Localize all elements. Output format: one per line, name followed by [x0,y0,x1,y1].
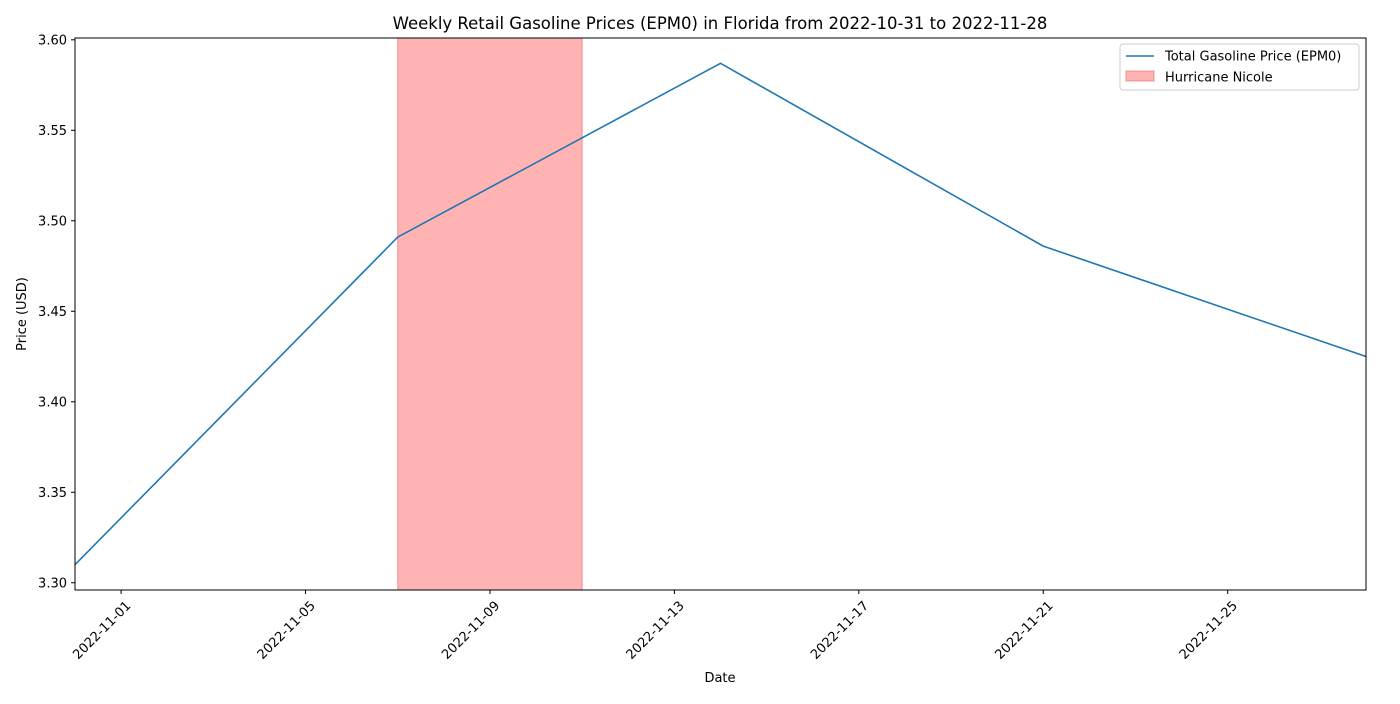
axes-frame [75,38,1366,590]
axes: 3.30 3.35 3.40 3.45 3.50 3.55 3.60 2022-11-01 20… [38,33,1366,662]
y-tick-label: 3.45 [38,305,67,320]
legend-patch-swatch [1126,71,1154,81]
y-tick-label: 3.60 [38,33,67,48]
y-axis-label: Price (USD) [15,277,30,351]
x-tick-label: 2022-11-05 [255,599,319,663]
x-tick-label: 2022-11-09 [439,599,503,663]
y-tick-label: 3.55 [38,124,67,139]
shaded-region-hurricane [398,38,582,590]
series-line [75,63,1366,564]
y-tick-label: 3.30 [38,576,67,591]
y-tick-label: 3.35 [38,486,67,501]
x-tick-label: 2022-11-21 [992,599,1056,663]
y-tick-label: 3.50 [38,214,67,229]
legend-label-region: Hurricane Nicole [1165,71,1273,86]
y-tick-label: 3.40 [38,395,67,410]
x-tick-label: 2022-11-25 [1177,599,1241,663]
legend-label-series: Total Gasoline Price (EPM0) [1164,50,1341,65]
chart-title: Weekly Retail Gasoline Prices (EPM0) in … [393,14,1048,33]
x-tick-label: 2022-11-13 [624,599,688,663]
plot-area [75,38,1366,590]
x-axis-label: Date [704,671,735,686]
legend: Total Gasoline Price (EPM0) Hurricane Nic… [1120,44,1359,90]
x-tick-label: 2022-11-17 [808,599,872,663]
x-tick-label: 2022-11-01 [70,599,134,663]
